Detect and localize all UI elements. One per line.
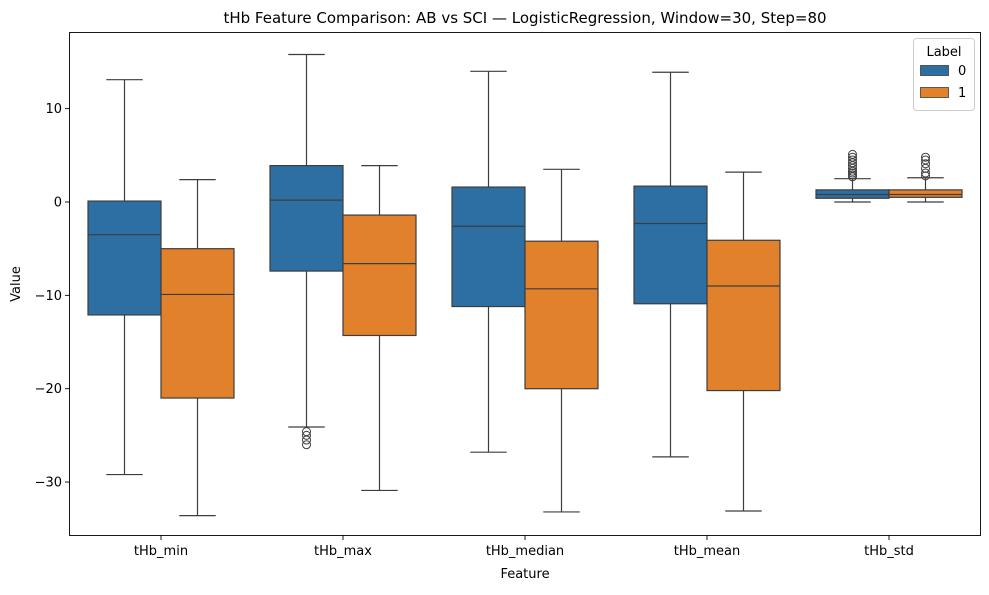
box-iqr	[160, 248, 235, 399]
y-tick-label: −10	[35, 289, 62, 304]
legend-title: Label	[926, 45, 961, 60]
box-iqr	[524, 240, 599, 390]
legend-swatch-0	[920, 65, 949, 76]
box-iqr	[451, 186, 526, 308]
box-tHb_min-label-1	[160, 178, 235, 517]
outlier-point	[848, 155, 857, 165]
legend-label-0: 0	[958, 64, 966, 79]
box-iqr	[706, 239, 781, 392]
box-tHb_max-label-0	[269, 53, 344, 450]
box-tHb_std-label-1	[888, 152, 963, 203]
y-tick-label: 0	[54, 196, 62, 211]
box-iqr	[87, 200, 162, 316]
box-tHb_std-label-0	[815, 149, 890, 203]
outlier-point	[921, 168, 930, 178]
box-iqr	[269, 164, 344, 272]
x-axis: tHb_min tHb_max tHb_median tHb_mean tHb_std	[134, 535, 914, 559]
outlier-point	[302, 430, 311, 440]
box-iqr	[342, 214, 417, 337]
x-tick-label: tHb_mean	[674, 544, 741, 559]
box-tHb_min-label-0	[87, 79, 162, 476]
box-tHb_mean-label-1	[706, 171, 781, 512]
outlier-point	[848, 149, 857, 159]
y-axis-label: Value	[9, 266, 24, 302]
box-tHb_max-label-1	[342, 164, 417, 492]
outlier-point	[921, 152, 930, 162]
x-tick-label: tHb_max	[314, 544, 372, 559]
outlier-point	[921, 171, 930, 181]
outlier-point	[921, 155, 930, 165]
outlier-point	[302, 440, 311, 450]
box-tHb_mean-label-0	[633, 71, 708, 458]
outlier-point	[921, 159, 930, 169]
box-tHb_median-label-1	[524, 168, 599, 513]
box-iqr	[633, 185, 708, 305]
outlier-point	[848, 152, 857, 162]
outlier-point	[921, 163, 930, 173]
chart-title: tHb Feature Comparison: AB vs SCI — Logi…	[223, 9, 826, 27]
y-tick-label: −20	[35, 382, 62, 397]
legend-label-1: 1	[958, 86, 966, 101]
legend-swatch-1	[920, 87, 949, 98]
outlier-point	[302, 435, 311, 445]
x-axis-label: Feature	[500, 567, 549, 582]
x-tick-label: tHb_min	[134, 544, 188, 559]
box-iqr	[888, 189, 963, 198]
x-tick-label: tHb_std	[864, 544, 914, 559]
y-tick-label: −30	[35, 476, 62, 491]
box-tHb_median-label-0	[451, 70, 526, 453]
y-axis: 10 0 −10 −20 −30	[35, 102, 70, 491]
boxes-layer	[87, 53, 963, 517]
legend: Label 0 1	[913, 38, 975, 111]
x-tick-label: tHb_median	[486, 544, 564, 559]
y-tick-label: 10	[45, 102, 62, 117]
